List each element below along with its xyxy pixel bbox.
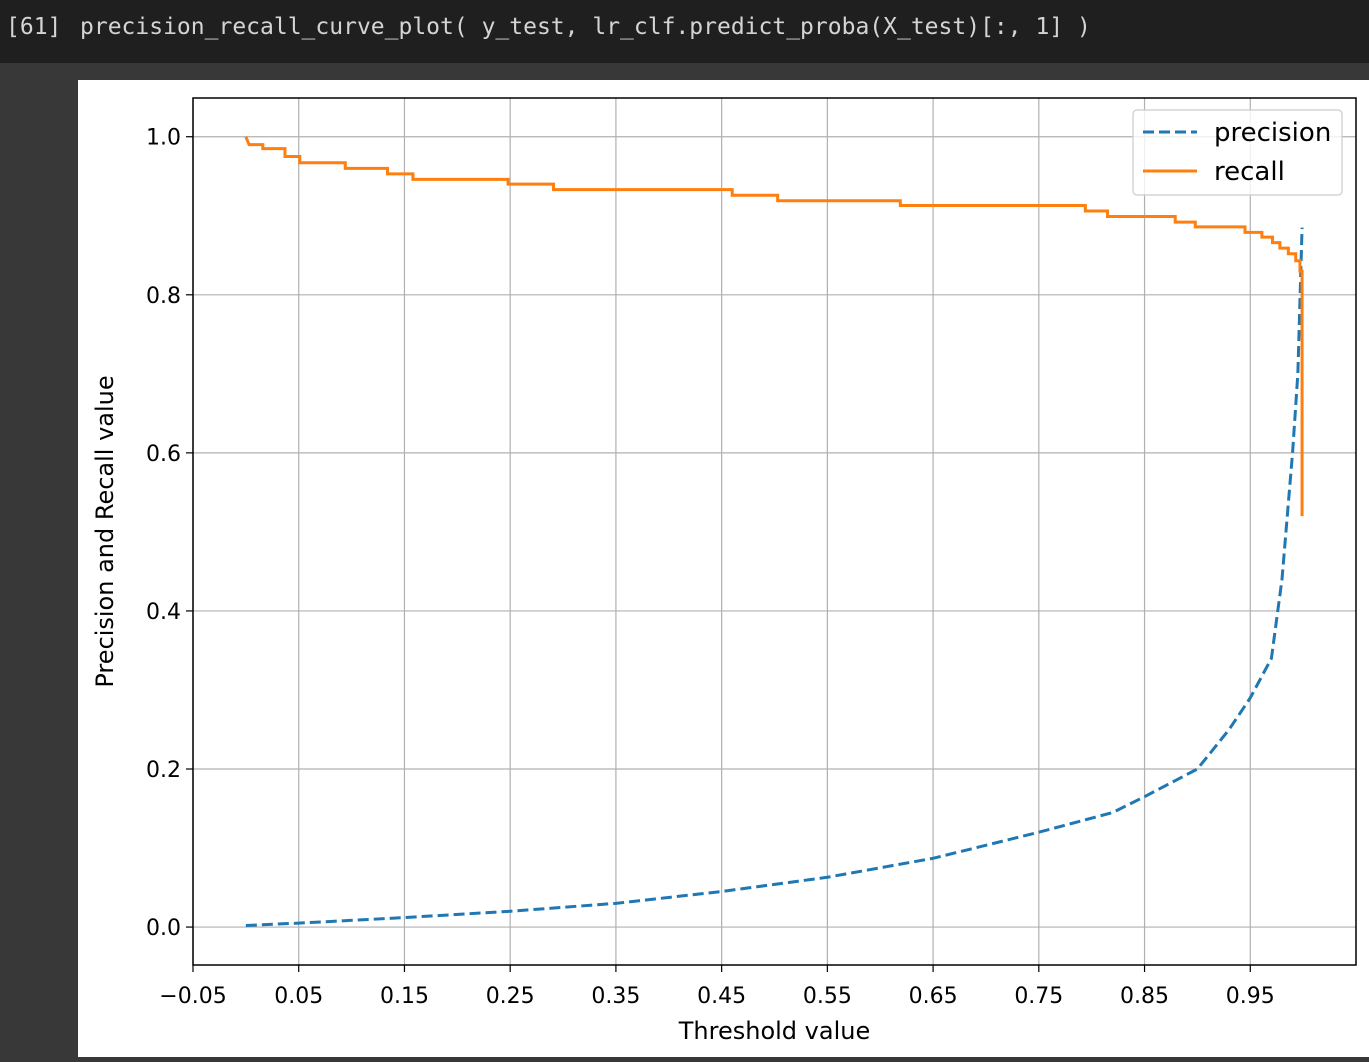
x-tick-label: 0.35 — [591, 984, 640, 1009]
cell-output: −0.05 0.05 0.15 0.25 0.35 0.45 0.55 0.65 0.75 0.8… — [78, 80, 1369, 1057]
x-tick-label: −0.05 — [159, 984, 226, 1009]
y-tick-label: 1.0 — [146, 126, 181, 151]
y-tick-label: 0.4 — [146, 600, 181, 625]
x-axis-label: Threshold value — [678, 1017, 870, 1045]
cell-code: precision_recall_curve_plot( y_test, lr_… — [80, 14, 1091, 40]
x-tick-label: 0.05 — [274, 984, 323, 1009]
y-tick-label: 0.6 — [146, 442, 181, 467]
y-axis-label: Precision and Recall value — [91, 375, 119, 687]
plot-frame — [192, 97, 1357, 966]
legend-label: precision — [1214, 118, 1331, 148]
chart: −0.05 0.05 0.15 0.25 0.35 0.45 0.55 0.65 0.75 0.8… — [91, 97, 1357, 1045]
y-tick-label: 0.0 — [146, 916, 181, 941]
series-line — [244, 136, 1304, 517]
legend-label: recall — [1214, 157, 1285, 187]
x-tick-label: 0.25 — [486, 984, 535, 1009]
x-tick-label: 0.15 — [380, 984, 429, 1009]
x-tick-label: 0.75 — [1014, 984, 1063, 1009]
y-tick-label: 0.2 — [146, 758, 181, 783]
series-line — [245, 227, 1304, 927]
x-tick-label: 0.55 — [803, 984, 852, 1009]
x-tick-label: 0.85 — [1120, 984, 1169, 1009]
x-tick-label: 0.65 — [909, 984, 958, 1009]
y-tick-label: 0.8 — [146, 284, 181, 309]
cell-prompt: [61] — [6, 14, 62, 40]
code-cell: [61] precision_recall_curve_plot( y_test… — [0, 0, 1369, 63]
x-tick-label: 0.45 — [697, 984, 746, 1009]
x-tick-label: 0.95 — [1226, 984, 1275, 1009]
